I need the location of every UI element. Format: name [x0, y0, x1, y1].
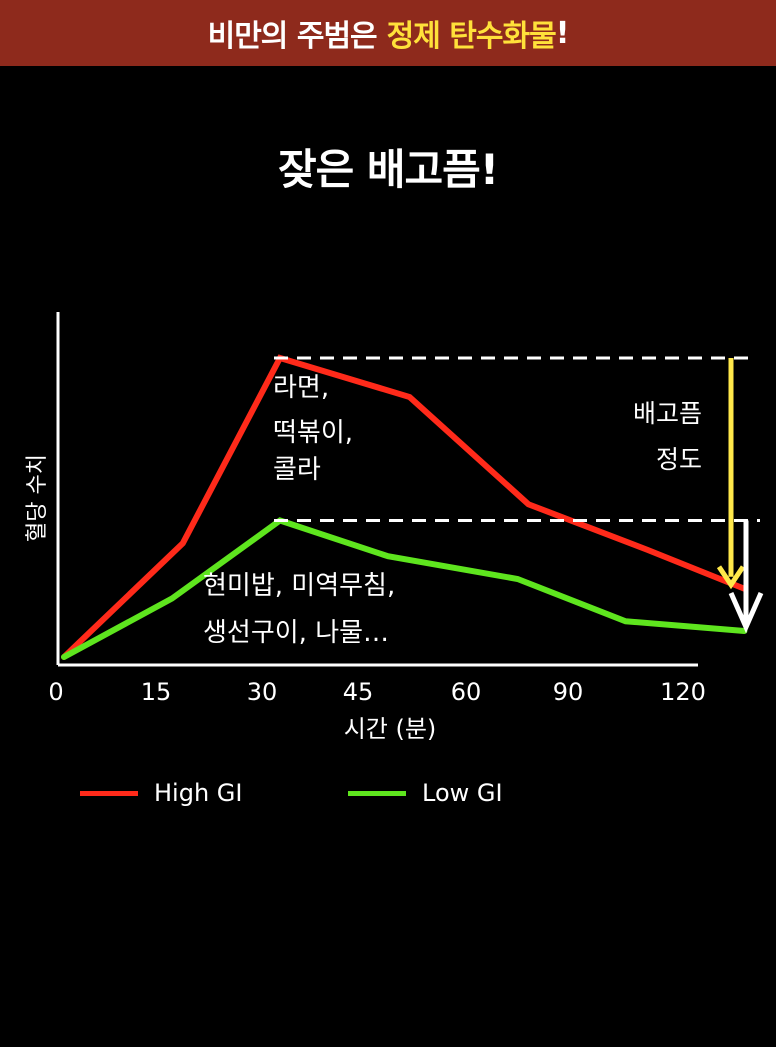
- high-gi-annotation: 라면,: [273, 373, 329, 403]
- x-tick-label: 45: [343, 678, 374, 706]
- x-tick-label: 30: [247, 678, 278, 706]
- x-tick-label: 60: [451, 678, 482, 706]
- white-arrow-head: [728, 591, 764, 634]
- high-gi-point: [525, 501, 531, 507]
- legend-high-gi: High GI: [80, 778, 242, 808]
- low-gi-point: [169, 596, 175, 601]
- hunger-gap-label: 배고픔: [633, 399, 702, 428]
- high-gi-annotation: 콜라: [273, 455, 321, 485]
- low-gi-annotation: 현미밥, 미역무침,: [203, 571, 395, 601]
- headline: 잦은 배고픔!: [278, 145, 499, 194]
- legend-low-gi-swatch: [348, 790, 406, 796]
- low-gi-point: [515, 576, 521, 582]
- banner-text-main: 비만의 주범은: [207, 19, 378, 54]
- high-gi-annotation: 떡볶이,: [273, 418, 353, 448]
- x-tick-label: 15: [141, 678, 172, 706]
- low-gi-line: [61, 517, 748, 660]
- low-gi-point: [61, 654, 67, 660]
- banner-text-exclaim: !: [555, 15, 570, 51]
- x-tick-label: 90: [553, 678, 584, 706]
- x-tick-label: 0: [48, 678, 63, 706]
- high-gi-point: [407, 394, 413, 400]
- legend-low-gi-label: Low GI: [422, 779, 503, 807]
- hunger-gap-label: 정도: [656, 445, 702, 474]
- low-gi-point: [385, 553, 391, 559]
- top-banner: 비만의 주범은 정제 탄수화물 !: [0, 0, 776, 66]
- banner-text-highlight: 정제 탄수화물: [386, 19, 557, 54]
- high-gi-point: [180, 540, 186, 546]
- legend-high-gi-label: High GI: [154, 779, 243, 807]
- low-gi-annotation: 생선구이, 나물…: [203, 618, 389, 648]
- x-axis-title: 시간 (분): [344, 715, 437, 743]
- high-gi-point: [644, 547, 650, 553]
- yellow-arrow-head: [716, 565, 746, 590]
- legend-high-gi-swatch: [80, 790, 138, 796]
- legend-low-gi: Low GI: [348, 778, 503, 808]
- x-tick-label: 120: [660, 678, 706, 706]
- low-gi-point: [623, 618, 629, 624]
- y-axis-title: 혈당 수치: [25, 454, 50, 542]
